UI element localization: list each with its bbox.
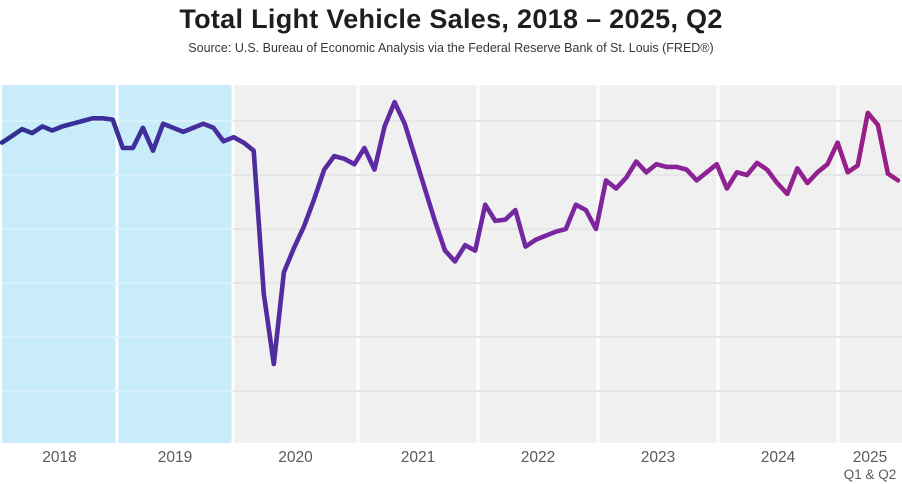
x-sub-label: Q1 & Q2 (844, 467, 897, 482)
year-band-2024 (719, 85, 837, 443)
x-tick-label-2025: 2025 (853, 449, 887, 466)
year-band-2018 (2, 85, 116, 443)
year-band-2021 (359, 85, 477, 443)
x-tick-label-2023: 2023 (641, 449, 675, 466)
x-tick-label-2019: 2019 (158, 449, 192, 466)
sales-line (0, 99, 901, 367)
x-tick-label-2022: 2022 (521, 449, 555, 466)
year-band-2022 (479, 85, 597, 443)
x-tick-label-2018: 2018 (42, 449, 76, 466)
x-tick-label-2020: 2020 (278, 449, 313, 466)
x-tick-label-2021: 2021 (401, 449, 435, 466)
year-band-2019 (118, 85, 232, 443)
year-band-2020 (234, 85, 357, 443)
chart-subtitle: Source: U.S. Bureau of Economic Analysis… (188, 41, 714, 55)
year-band-2023 (599, 85, 717, 443)
x-tick-label-2024: 2024 (761, 449, 796, 466)
chart-title: Total Light Vehicle Sales, 2018 – 2025, … (179, 4, 723, 34)
year-band-2025 (839, 85, 902, 443)
